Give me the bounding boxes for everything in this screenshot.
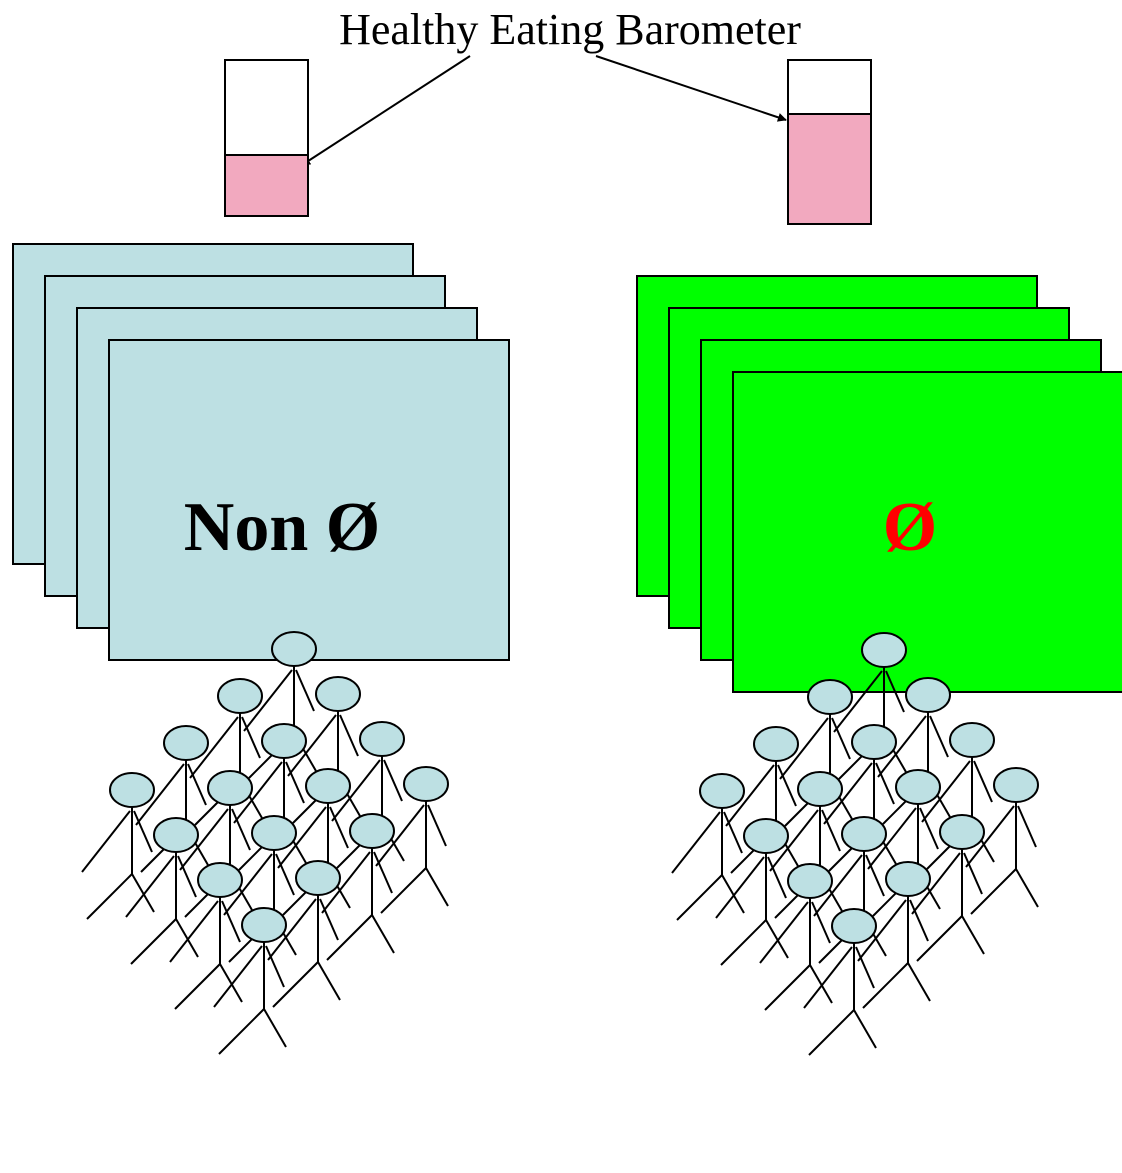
left-barometer <box>224 59 309 217</box>
stick-figure-head <box>743 818 789 854</box>
stick-figure-icon <box>287 676 361 824</box>
arrow-to-right-barometer <box>595 55 787 122</box>
left-card-stack: Non Ø <box>12 243 510 661</box>
stick-figure-head <box>939 814 985 850</box>
stick-figure-head <box>207 770 253 806</box>
stick-figure-head <box>861 632 907 668</box>
arrow-to-left-barometer <box>301 55 471 166</box>
stick-figure-head <box>109 772 155 808</box>
stick-figure-icon <box>169 862 243 1010</box>
right-barometer <box>787 59 872 225</box>
stick-figure-icon <box>769 771 843 919</box>
stick-figure-icon <box>965 767 1039 915</box>
stick-figure-icon <box>813 816 887 964</box>
stick-figure-icon <box>911 814 985 962</box>
stick-figure-head <box>217 678 263 714</box>
stick-figure-head <box>885 861 931 897</box>
stick-figure-icon <box>715 818 789 966</box>
right-card-label: Ø <box>883 489 937 566</box>
stick-figure-icon <box>725 726 799 874</box>
stick-figure-head <box>315 676 361 712</box>
left-card-4 <box>108 339 510 661</box>
right-card-stack: Ø <box>636 275 1122 693</box>
stick-figure-head <box>753 726 799 762</box>
stick-figure-icon <box>135 725 209 873</box>
stick-figure-head <box>251 815 297 851</box>
stick-figure-head <box>699 773 745 809</box>
stick-figure-head <box>403 766 449 802</box>
stick-figure-head <box>895 769 941 805</box>
stick-figure-head <box>905 677 951 713</box>
right-crowd <box>671 632 1039 1056</box>
stick-figure-icon <box>867 769 941 917</box>
stick-figure-head <box>787 863 833 899</box>
stick-figure-head <box>305 768 351 804</box>
stick-figure-head <box>993 767 1039 803</box>
stick-figure-icon <box>179 770 253 918</box>
stick-figure-head <box>797 771 843 807</box>
stick-figure-head <box>349 813 395 849</box>
stick-figure-head <box>163 725 209 761</box>
stick-figure-icon <box>125 817 199 965</box>
stick-figure-icon <box>857 861 931 1009</box>
stick-figure-icon <box>803 908 877 1056</box>
stick-figure-head <box>359 721 405 757</box>
stick-figure-head <box>271 631 317 667</box>
left-crowd <box>81 631 449 1055</box>
stick-figure-head <box>831 908 877 944</box>
stick-figure-icon <box>243 631 317 779</box>
stick-figure-head <box>949 722 995 758</box>
stick-figure-icon <box>671 773 745 921</box>
stick-figure-icon <box>213 907 287 1055</box>
stick-figure-head <box>261 723 307 759</box>
left-barometer-fill <box>224 154 309 217</box>
stick-figure-icon <box>321 813 395 961</box>
diagram-title: Healthy Eating Barometer <box>339 5 801 54</box>
right-card-4 <box>732 371 1122 693</box>
stick-figure-icon <box>81 772 155 920</box>
stick-figure-head <box>295 860 341 896</box>
right-barometer-fill <box>787 113 872 225</box>
stick-figure-icon <box>759 863 833 1011</box>
stick-figure-head <box>841 816 887 852</box>
stick-figure-head <box>807 679 853 715</box>
stick-figure-head <box>153 817 199 853</box>
stick-figure-icon <box>267 860 341 1008</box>
left-card-label: Non Ø <box>184 489 380 566</box>
stick-figure-head <box>851 724 897 760</box>
stick-figure-head <box>241 907 287 943</box>
stick-figure-icon <box>375 766 449 914</box>
stick-figure-head <box>197 862 243 898</box>
stick-figure-icon <box>189 678 263 826</box>
